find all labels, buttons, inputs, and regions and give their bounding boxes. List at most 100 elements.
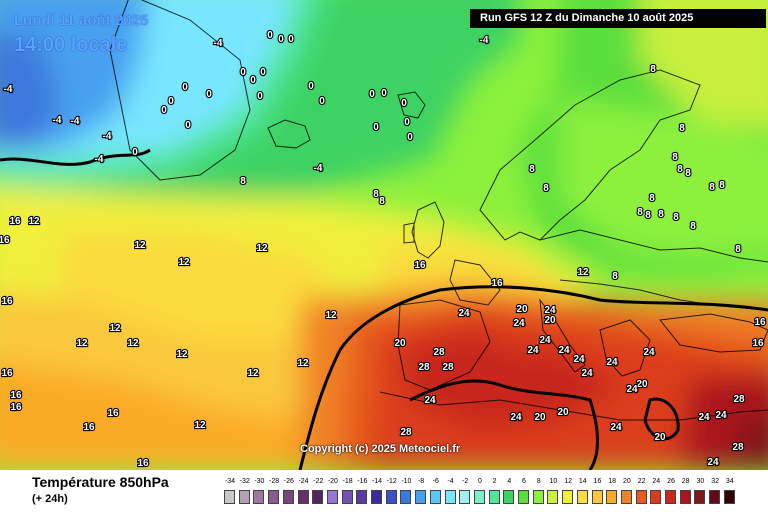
temperature-value-label: 16: [752, 338, 764, 349]
temperature-value-label: 16: [107, 408, 119, 419]
forecast-date: Lundi 11 août 2025: [14, 12, 149, 29]
scale-tick-label: 18: [608, 478, 617, 485]
scale-tick-label: 14: [578, 478, 587, 485]
copyright-notice: Copyright (c) 2025 Meteociel.fr: [300, 443, 461, 455]
temperature-value-label: 0: [185, 120, 191, 131]
temperature-value-label: 16: [10, 402, 22, 413]
temperature-value-label: 24: [581, 368, 593, 379]
temperature-value-label: 0: [182, 82, 188, 93]
temperature-value-label: 8: [719, 180, 725, 191]
temperature-value-label: 0: [267, 30, 273, 41]
temperature-value-label: 0: [401, 98, 407, 109]
geographic-outlines: [109, 0, 768, 421]
scale-color-swatch: [473, 490, 485, 504]
scale-tick-label: -14: [371, 478, 383, 485]
temperature-value-label: 24: [643, 347, 655, 358]
scale-tick-label: -4: [447, 478, 454, 485]
scale-color-swatch: [429, 490, 441, 504]
temperature-value-label: 8: [658, 209, 664, 220]
scale-tick-label: -32: [239, 478, 250, 485]
temperature-value-label: 0: [257, 91, 263, 102]
scale-tick-label: -16: [357, 478, 368, 485]
temperature-value-label: 0: [308, 81, 314, 92]
scale-color-swatch: [253, 490, 265, 504]
temperature-value-label: 8: [679, 123, 685, 134]
temperature-value-label: 16: [491, 278, 503, 289]
scale-tick-label: 4: [507, 478, 512, 485]
temperature-value-label: 28: [418, 362, 430, 373]
temperature-value-label: 12: [247, 368, 259, 379]
scale-tick-label: -18: [342, 478, 353, 485]
temperature-value-label: 20: [394, 338, 406, 349]
scale-color-swatch: [371, 490, 382, 504]
temperature-value-label: 8: [612, 271, 618, 282]
temperature-value-label: 24: [513, 318, 525, 329]
temperature-value-label: 16: [0, 235, 10, 246]
scale-color-swatch: [224, 490, 235, 504]
temperature-value-label: -4: [95, 154, 104, 165]
run-info-banner: Run GFS 12 Z du Dimanche 10 août 2025: [470, 9, 766, 28]
temperature-value-label: 0: [250, 75, 256, 86]
scale-tick-label: 0: [477, 478, 482, 485]
temperature-value-label: 0: [240, 67, 246, 78]
temperature-value-label: 28: [442, 362, 454, 373]
temperature-value-label: 8: [379, 196, 385, 207]
scale-color-swatch: [709, 490, 721, 504]
temperature-value-label: 24: [707, 457, 719, 468]
scale-color-swatch: [297, 490, 309, 504]
temperature-value-label: 12: [176, 349, 188, 360]
temperature-value-label: 16: [414, 260, 426, 271]
temperature-value-label: 24: [698, 412, 710, 423]
temperature-value-label: 8: [637, 207, 643, 218]
scale-color-swatch: [562, 490, 574, 504]
temperature-value-label: 24: [606, 357, 618, 368]
forecast-offset: (+ 24h): [32, 493, 68, 505]
temperature-value-label: 16: [1, 296, 13, 307]
temperature-value-label: 8: [650, 64, 656, 75]
temperature-value-label: 8: [673, 212, 679, 223]
scale-color-swatch: [576, 490, 588, 504]
temperature-value-label: -4: [314, 163, 323, 174]
scale-tick-label: 22: [637, 478, 646, 485]
scale-color-swatch: [503, 490, 515, 504]
scale-tick-label: 26: [667, 478, 675, 485]
temperature-value-label: 28: [732, 442, 744, 453]
temperature-value-label: 8: [672, 152, 678, 163]
scale-tick-label: -10: [401, 478, 412, 485]
scale-color-swatch: [326, 490, 338, 504]
temperature-value-label: 0: [278, 34, 284, 45]
scale-tick-label: -6: [432, 478, 439, 485]
temperature-value-label: 12: [256, 243, 268, 254]
temperature-value-label: 8: [685, 168, 691, 179]
temperature-value-label: 12: [325, 310, 337, 321]
temperature-value-label: 28: [733, 394, 745, 405]
temperature-value-label: 8: [649, 193, 655, 204]
scale-color-swatch: [679, 490, 691, 504]
scale-tick-label: -22: [313, 478, 324, 485]
scale-color-swatch: [650, 490, 662, 504]
temperature-value-label: 0: [381, 88, 387, 99]
scale-tick-label: 28: [681, 478, 690, 485]
scale-tick-label: -24: [298, 478, 309, 485]
temperature-value-label: -4: [53, 115, 62, 126]
temperature-value-label: 8: [690, 221, 696, 232]
temperature-value-label: 0: [260, 67, 266, 78]
temperature-value-label: 24: [510, 412, 522, 423]
scale-color-swatch: [723, 490, 735, 504]
temperature-value-label: 12: [178, 257, 190, 268]
temperature-value-label: 12: [297, 358, 309, 369]
temperature-value-label: 8: [645, 210, 651, 221]
scale-tick-label: 16: [593, 478, 602, 485]
map-title: Température 850hPa: [32, 474, 169, 490]
temperature-value-label: 12: [134, 240, 146, 251]
scale-color-swatch: [547, 490, 559, 504]
scale-color-swatch: [591, 490, 603, 504]
temperature-value-label: 24: [539, 335, 551, 346]
temperature-value-label: 20: [544, 315, 556, 326]
temperature-value-label: 12: [127, 338, 139, 349]
scale-tick-label: -8: [417, 478, 425, 485]
scale-color-swatch: [385, 490, 397, 504]
temperature-value-label: 12: [194, 420, 206, 431]
scale-color-swatch: [532, 490, 544, 504]
